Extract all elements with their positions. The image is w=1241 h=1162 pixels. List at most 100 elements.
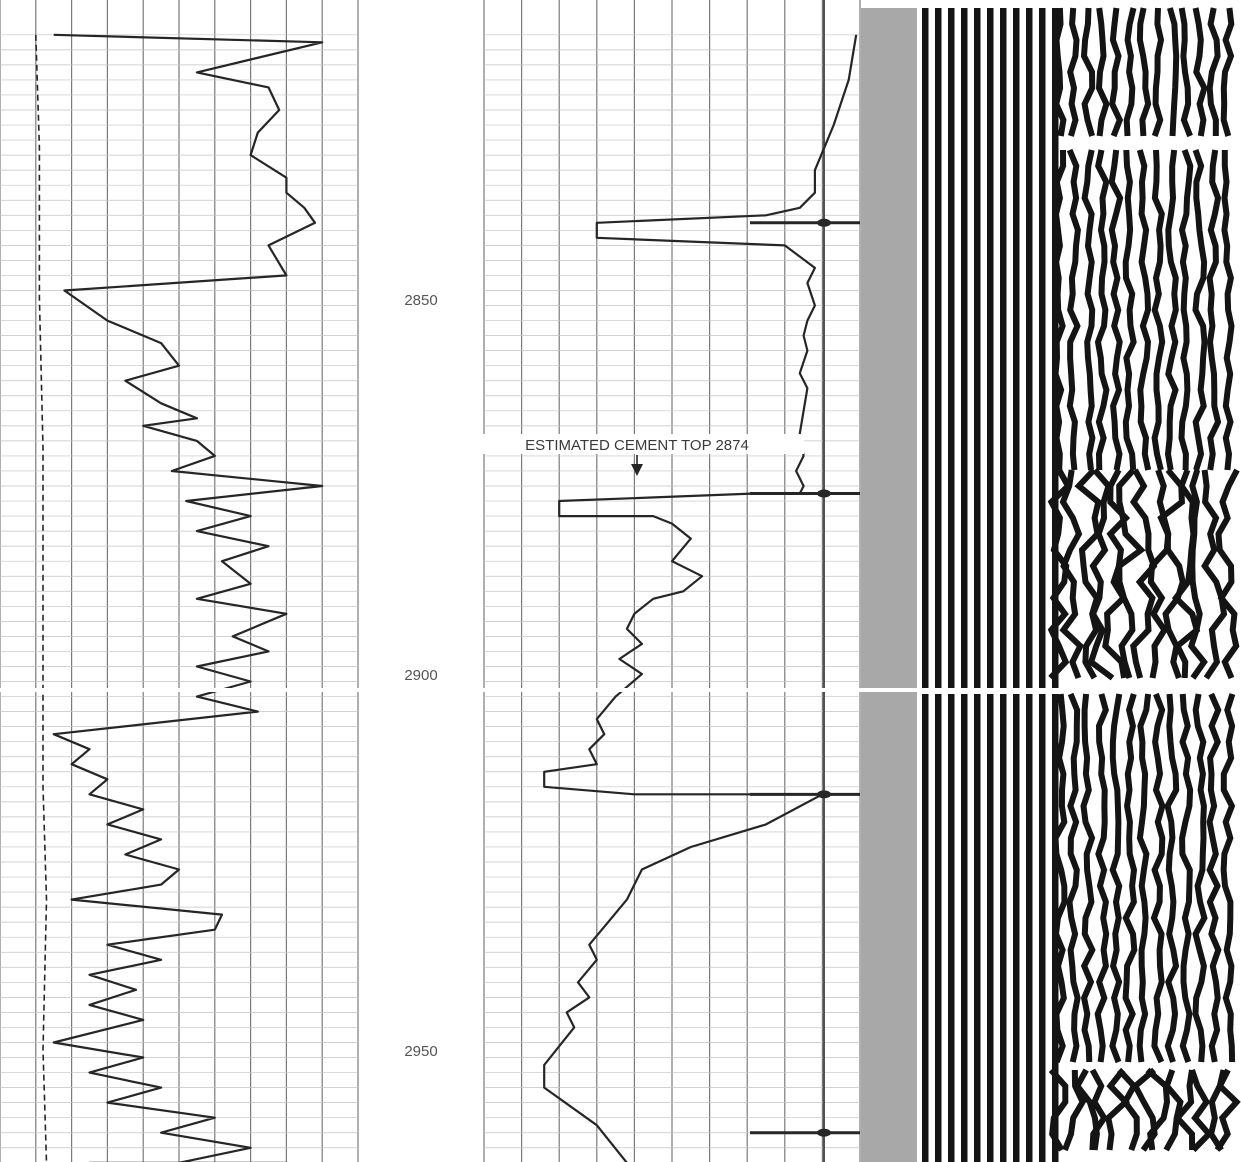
vdl-wave bbox=[1178, 7, 1193, 138]
vdl-wave bbox=[1129, 468, 1158, 679]
depth-label-2950: 2950 bbox=[404, 1043, 437, 1060]
tick-knot bbox=[817, 1128, 831, 1137]
vdl-stripe bbox=[935, 150, 942, 470]
vdl-wave bbox=[1123, 7, 1137, 137]
vdl-wave bbox=[1220, 7, 1235, 137]
annotation-label: ESTIMATED CEMENT TOP 2874 bbox=[525, 437, 749, 454]
vdl-stripe bbox=[922, 8, 929, 150]
vdl-wave bbox=[1116, 1067, 1140, 1151]
vdl-stripe bbox=[974, 150, 981, 470]
vdl-stripe bbox=[948, 1070, 955, 1162]
vdl-wave bbox=[1067, 7, 1080, 137]
vdl-stripe bbox=[961, 150, 968, 470]
vdl-stripe bbox=[1052, 694, 1059, 1070]
vdl-stripe bbox=[922, 470, 929, 690]
vdl-stripe bbox=[961, 694, 968, 1070]
vdl-wave bbox=[1074, 467, 1102, 680]
left-track bbox=[0, 0, 359, 1162]
vdl-stripe bbox=[1000, 694, 1007, 1070]
vdl-stripe bbox=[1000, 8, 1007, 150]
vdl-wave bbox=[1206, 7, 1221, 137]
vdl-stripe bbox=[948, 8, 955, 150]
vdl-stripe bbox=[1026, 150, 1033, 470]
right-track bbox=[861, 7, 1241, 1162]
vdl-stripe bbox=[1013, 694, 1020, 1070]
middle-track-curves bbox=[543, 34, 858, 1162]
vdl-wave bbox=[1214, 1068, 1241, 1152]
vdl-stripe bbox=[961, 8, 968, 150]
vdl-wave bbox=[1221, 150, 1235, 471]
vdl-stripe bbox=[1039, 694, 1046, 1070]
vdl-wave bbox=[1059, 469, 1084, 680]
vdl-wave bbox=[1151, 149, 1166, 471]
vdl-wave bbox=[1136, 7, 1152, 137]
vdl-wave bbox=[1220, 693, 1236, 1063]
vdl-stripe bbox=[1026, 1070, 1033, 1162]
vdl-wave bbox=[1147, 469, 1172, 679]
vdl-wave bbox=[1178, 148, 1194, 471]
vdl-wave bbox=[1215, 468, 1240, 680]
vdl-stripe bbox=[974, 1070, 981, 1162]
vdl-wave bbox=[1187, 469, 1208, 680]
vdl-stripe bbox=[948, 470, 955, 690]
vdl-stripe bbox=[987, 8, 994, 150]
vdl-stripe bbox=[1000, 1070, 1007, 1162]
vdl-wave bbox=[1206, 149, 1222, 471]
vdl-wave bbox=[1048, 1068, 1069, 1152]
vdl-wave bbox=[1136, 693, 1152, 1063]
vdl-stripe bbox=[1026, 8, 1033, 150]
vdl-stripe bbox=[935, 8, 942, 150]
vdl-wave bbox=[1102, 468, 1131, 679]
vdl-stripe bbox=[987, 470, 994, 690]
depth-label-2900: 2900 bbox=[404, 667, 437, 684]
vdl-wave bbox=[1167, 7, 1180, 137]
vdl-wave bbox=[1094, 693, 1110, 1063]
vdl-wave bbox=[1151, 7, 1165, 137]
depth-label-2850: 2850 bbox=[404, 292, 437, 309]
vdl-stripe bbox=[1000, 470, 1007, 690]
vdl-stripe bbox=[935, 470, 942, 690]
left-track-curves bbox=[35, 33, 324, 1162]
vdl-wave bbox=[1087, 468, 1115, 681]
mid-curve-series-0 bbox=[543, 34, 858, 1162]
vdl-wave bbox=[1192, 149, 1208, 471]
vdl-wave bbox=[1080, 693, 1096, 1063]
vdl-wave bbox=[1081, 149, 1096, 471]
vdl-wave bbox=[1192, 7, 1208, 137]
vdl-wave bbox=[1116, 468, 1146, 679]
vdl-wave bbox=[1201, 469, 1228, 680]
left-curve-series-0 bbox=[52, 33, 324, 1162]
vdl-wave bbox=[1189, 1069, 1214, 1153]
vdl-stripe bbox=[1013, 470, 1020, 690]
vdl-wave bbox=[1053, 7, 1067, 137]
vdl-wave bbox=[1094, 149, 1110, 471]
vdl-wave bbox=[1179, 693, 1194, 1063]
vdl-stripe bbox=[948, 150, 955, 470]
vdl-stripe bbox=[922, 694, 929, 1070]
vdl-stripe bbox=[987, 694, 994, 1070]
left-curve-series-1 bbox=[35, 34, 48, 1162]
vdl-stripe bbox=[961, 1070, 968, 1162]
vdl-wave bbox=[1136, 149, 1152, 471]
annotation-arrow-head bbox=[631, 464, 643, 476]
vdl-stripe bbox=[1039, 150, 1046, 470]
vdl-stripe bbox=[1013, 150, 1020, 470]
vdl-stripe bbox=[935, 1070, 942, 1162]
vdl-stripe bbox=[961, 470, 968, 690]
vdl-stripe bbox=[1026, 694, 1033, 1070]
vdl-stripe bbox=[974, 694, 981, 1070]
vdl-wave bbox=[1080, 7, 1096, 137]
middle-track bbox=[483, 0, 861, 1162]
vdl-wave bbox=[1192, 693, 1208, 1063]
vdl-stripe bbox=[1052, 470, 1059, 690]
cement-top-annotation: ESTIMATED CEMENT TOP 2874 bbox=[470, 434, 804, 476]
vdl-stripe bbox=[974, 470, 981, 690]
vdl-stripe bbox=[974, 8, 981, 150]
vdl-wave bbox=[1089, 1068, 1108, 1151]
vdl-stripe bbox=[922, 150, 929, 470]
cement-tick-marks bbox=[750, 0, 860, 1162]
vdl-wave bbox=[1157, 468, 1186, 679]
